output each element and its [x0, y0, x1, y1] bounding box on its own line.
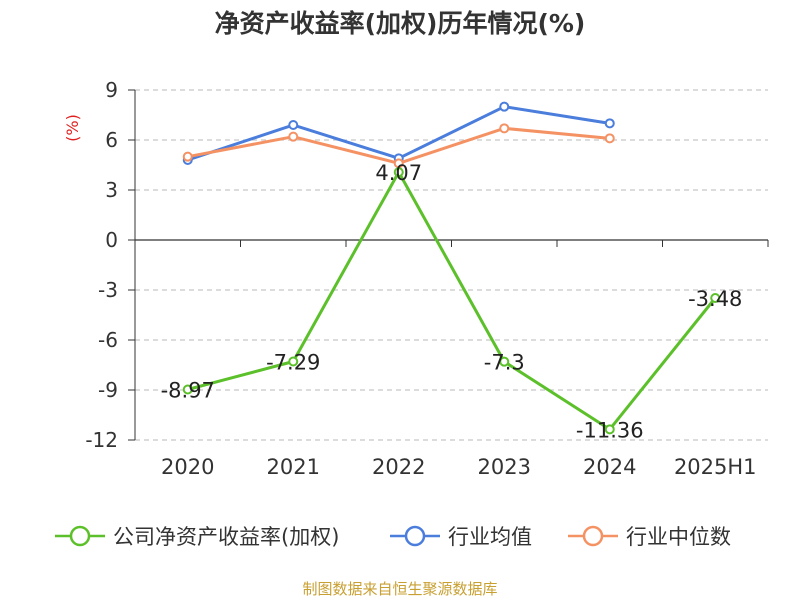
- data-label: -3.48: [688, 287, 742, 311]
- legend-item-1[interactable]: 行业均值: [390, 522, 532, 550]
- x-tick-label: 2023: [478, 455, 531, 479]
- data-point-1-1: [288, 120, 299, 130]
- data-labels: -8.97 -7.29 4.07 -7.3 -11.36 -3.48: [161, 161, 743, 442]
- legend-swatch-icon: [55, 525, 105, 547]
- legend-label: 公司净资产收益率(加权): [113, 525, 340, 549]
- series-lines: [182, 101, 721, 435]
- y-tick-label: -3: [98, 278, 118, 302]
- data-label: 4.07: [375, 161, 422, 185]
- legend-swatch-icon: [390, 525, 440, 547]
- data-point-2-4: [604, 133, 615, 144]
- data-point-0-4: [604, 424, 615, 435]
- data-point-2-3: [499, 123, 510, 134]
- data-point-0-1: [288, 356, 299, 367]
- legend-label: 行业中位数: [626, 525, 731, 549]
- x-tick-label: 2021: [267, 455, 320, 479]
- data-point-2-0: [182, 151, 193, 162]
- legend-swatch-icon: [568, 525, 618, 547]
- data-point-0-3: [499, 356, 510, 367]
- data-point-0-2: [393, 167, 404, 178]
- y-tick-label: -12: [85, 428, 118, 452]
- footer-source: 制图数据来自恒生聚源数据库: [302, 580, 498, 598]
- data-label: -7.3: [484, 351, 525, 375]
- y-tick-label: 3: [105, 178, 118, 202]
- legend-item-2[interactable]: 行业中位数: [568, 522, 731, 550]
- y-tick-label: 6: [105, 128, 118, 152]
- y-tick-label: 0: [105, 228, 118, 252]
- data-point-0-0: [182, 384, 193, 395]
- x-tick-label: 2020: [161, 455, 214, 479]
- x-tick-label: 2025H1: [674, 455, 757, 479]
- data-point-0-5: [710, 293, 721, 303]
- x-tick-label: 2024: [583, 455, 636, 479]
- y-tick-label: -6: [98, 328, 118, 352]
- data-point-1-3: [499, 101, 510, 112]
- legend-item-0[interactable]: 公司净资产收益率(加权): [55, 522, 339, 550]
- axes: 9 6 3 0 -3 -6 -9 -12 2020 2021 2022 2023 2024 2025H1: [85, 78, 769, 479]
- series-line-0: [187, 170, 717, 431]
- x-tick-label: 2022: [372, 455, 425, 479]
- y-axis-label: (%): [63, 114, 82, 142]
- data-label: -8.97: [161, 379, 215, 403]
- y-tick-label: -9: [98, 378, 118, 402]
- chart-title: 净资产收益率(加权)历年情况(%): [214, 9, 586, 38]
- gridlines: [135, 89, 768, 441]
- data-point-1-4: [604, 118, 615, 129]
- legend-label: 行业均值: [448, 525, 532, 549]
- y-tick-label: 9: [105, 78, 118, 102]
- data-label: -7.29: [266, 351, 320, 375]
- data-label: -11.36: [576, 418, 644, 442]
- data-point-2-1: [288, 131, 299, 142]
